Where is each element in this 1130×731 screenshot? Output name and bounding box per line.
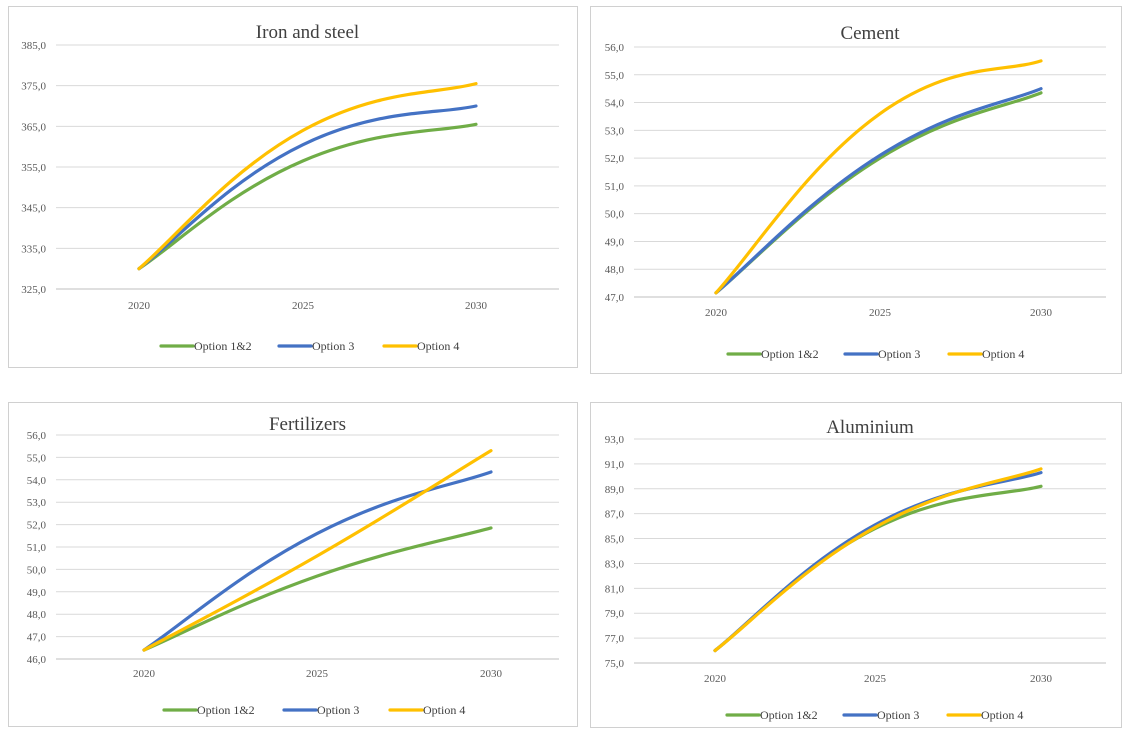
y-tick-label: 75,0 [605, 658, 625, 670]
y-tick-label: 46,0 [27, 654, 47, 666]
y-tick-label: 79,0 [605, 608, 625, 620]
series-line-option-4 [142, 449, 493, 652]
iron-and-steel-chart: Iron and steel 325,0 335,0 345,0 355,0 365,0 3… [21, 22, 559, 353]
legend-label: Option 1&2 [194, 339, 252, 353]
x-tick-label: 2030 [1030, 673, 1053, 685]
y-tick-label: 48,0 [605, 264, 625, 276]
x-tick-label: 2030 [480, 668, 503, 680]
y-tick-label: 83,0 [605, 558, 625, 570]
series-line-option-3 [142, 470, 493, 652]
legend-label: Option 3 [878, 347, 920, 361]
y-tick-label: 85,0 [605, 534, 625, 546]
y-tick-label: 355,0 [21, 162, 46, 174]
cement-chart: Cement 47,0 48,0 49,0 50,0 51,0 52,0 53,0 54,0 55… [605, 23, 1106, 361]
series-line-option-4 [713, 467, 1043, 653]
legend-label: Option 1&2 [761, 347, 819, 361]
y-tick-label: 54,0 [27, 475, 47, 487]
legend-label: Option 3 [877, 708, 919, 722]
x-tick-label: 2025 [306, 668, 329, 680]
y-tick-label: 55,0 [27, 452, 47, 464]
series-line-option-4 [137, 82, 478, 271]
y-tick-label: 325,0 [21, 284, 46, 296]
y-tick-label: 56,0 [27, 430, 47, 442]
legend-label: Option 1&2 [197, 703, 255, 717]
y-tick-label: 89,0 [605, 484, 625, 496]
legend-label: Option 4 [423, 703, 465, 717]
y-tick-label: 375,0 [21, 81, 46, 93]
y-tick-label: 47,0 [605, 292, 625, 304]
legend-label: Option 1&2 [760, 708, 818, 722]
y-tick-label: 49,0 [605, 236, 625, 248]
series-line-option-1-2 [714, 91, 1043, 295]
chart-panel-cement: Cement 47,0 48,0 49,0 50,0 51,0 52,0 53,0 54,0 55… [590, 6, 1122, 374]
series-line-option-1-2 [713, 484, 1043, 653]
x-tick-label: 2025 [864, 673, 887, 685]
y-tick-label: 51,0 [27, 542, 47, 554]
y-tick-label: 55,0 [605, 70, 625, 82]
x-tick-label: 2020 [704, 673, 727, 685]
y-tick-label: 53,0 [605, 125, 625, 137]
y-tick-label: 47,0 [27, 632, 47, 644]
y-tick-label: 77,0 [605, 633, 625, 645]
x-tick-label: 2030 [1030, 307, 1053, 319]
y-tick-label: 51,0 [605, 181, 625, 193]
legend-label: Option 4 [982, 347, 1024, 361]
series-line-option-3 [713, 471, 1043, 653]
series-line-option-1-2 [142, 526, 493, 652]
y-tick-label: 50,0 [27, 564, 47, 576]
x-tick-label: 2025 [292, 300, 315, 312]
y-tick-label: 335,0 [21, 243, 46, 255]
legend-label: Option 4 [417, 339, 459, 353]
series-line-option-3 [714, 87, 1043, 295]
y-tick-label: 56,0 [605, 42, 625, 54]
legend-label: Option 3 [312, 339, 354, 353]
y-tick-label: 365,0 [21, 121, 46, 133]
y-tick-label: 50,0 [605, 209, 625, 221]
y-tick-label: 52,0 [27, 520, 47, 532]
series-line-option-4 [714, 59, 1043, 295]
chart-panel-fertilizers: Fertilizers 46,0 47,0 48,0 49,0 50,0 51,0 52,0 5… [8, 402, 578, 727]
legend-label: Option 4 [981, 708, 1023, 722]
chart-title: Aluminium [826, 417, 914, 438]
legend-label: Option 3 [317, 703, 359, 717]
y-tick-label: 345,0 [21, 203, 46, 215]
y-tick-label: 385,0 [21, 40, 46, 52]
series-line-option-3 [137, 104, 478, 271]
x-tick-label: 2020 [128, 300, 151, 312]
y-tick-label: 53,0 [27, 497, 47, 509]
chart-title: Fertilizers [269, 414, 346, 435]
x-tick-label: 2025 [869, 307, 892, 319]
y-tick-label: 81,0 [605, 583, 625, 595]
y-tick-label: 52,0 [605, 153, 625, 165]
chart-panel-iron-and-steel: Iron and steel 325,0 335,0 345,0 355,0 365,0 3… [8, 6, 578, 368]
y-tick-label: 54,0 [605, 98, 625, 110]
chart-title: Iron and steel [256, 22, 359, 43]
y-tick-label: 87,0 [605, 509, 625, 521]
y-tick-label: 49,0 [27, 587, 47, 599]
y-tick-label: 91,0 [605, 459, 625, 471]
fertilizers-chart: Fertilizers 46,0 47,0 48,0 49,0 50,0 51,0 52,0 5… [27, 414, 559, 717]
x-tick-label: 2020 [705, 307, 728, 319]
series-line-option-1-2 [137, 122, 478, 271]
x-tick-label: 2020 [133, 668, 156, 680]
y-tick-label: 48,0 [27, 609, 47, 621]
y-tick-label: 93,0 [605, 434, 625, 446]
chart-title: Cement [840, 23, 900, 44]
x-tick-label: 2030 [465, 300, 488, 312]
chart-panel-aluminium: Aluminium 75,0 77,0 79,0 81,0 83,0 85,0 87,0 89,… [590, 402, 1122, 728]
aluminium-chart: Aluminium 75,0 77,0 79,0 81,0 83,0 85,0 87,0 89,… [605, 417, 1106, 722]
